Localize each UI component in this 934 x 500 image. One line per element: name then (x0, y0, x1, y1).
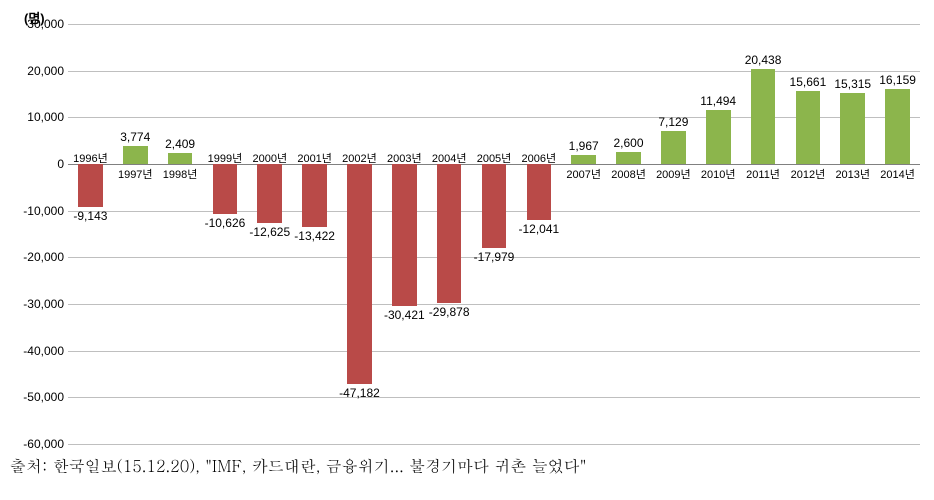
bar-chart: (명) -60,000-50,000-40,000-30,000-20,000-… (10, 10, 920, 450)
bar (616, 152, 641, 164)
category-label: 2013년 (835, 166, 870, 182)
category-label: 2014년 (880, 166, 915, 182)
data-label: -47,182 (339, 386, 380, 400)
category-label: 2002년 (342, 150, 377, 166)
category-label: 2012년 (791, 166, 826, 182)
source-text: 출처: 한국일보(15.12.20), "IMF, 카드대란, 금융위기... … (10, 454, 924, 477)
bar (392, 164, 417, 306)
y-tick-label: 30,000 (27, 17, 64, 31)
bar (78, 164, 103, 207)
category-label: 1997년 (118, 166, 153, 182)
y-tick-label: -10,000 (23, 204, 64, 218)
bar (257, 164, 282, 223)
data-label: 15,661 (790, 75, 827, 89)
bar (302, 164, 327, 227)
category-label: 2010년 (701, 166, 736, 182)
gridline (68, 444, 920, 445)
data-label: 2,409 (165, 137, 195, 151)
bar (213, 164, 238, 214)
gridline (68, 71, 920, 72)
bar (796, 91, 821, 164)
gridline (68, 397, 920, 398)
category-label: 2006년 (522, 150, 557, 166)
gridline (68, 304, 920, 305)
data-label: -30,421 (384, 308, 425, 322)
data-label: -12,625 (249, 225, 290, 239)
data-label: -13,422 (294, 229, 335, 243)
data-label: 20,438 (745, 53, 782, 67)
data-label: 2,600 (614, 136, 644, 150)
gridline (68, 24, 920, 25)
bar (571, 155, 596, 164)
data-label: -12,041 (518, 222, 559, 236)
data-label: 15,315 (834, 77, 871, 91)
data-label: 7,129 (658, 115, 688, 129)
bar (527, 164, 552, 220)
category-label: 2009년 (656, 166, 691, 182)
category-label: 2000년 (252, 150, 287, 166)
y-tick-label: -30,000 (23, 297, 64, 311)
y-tick-label: 0 (57, 157, 64, 171)
bar (706, 110, 731, 164)
bar (437, 164, 462, 303)
bar (661, 131, 686, 164)
y-tick-label: -50,000 (23, 390, 64, 404)
category-label: 2003년 (387, 150, 422, 166)
category-label: 2004년 (432, 150, 467, 166)
category-label: 2001년 (297, 150, 332, 166)
data-label: -17,979 (474, 250, 515, 264)
bar (751, 69, 776, 164)
data-label: 3,774 (120, 130, 150, 144)
data-label: -29,878 (429, 305, 470, 319)
category-label: 1999년 (208, 150, 243, 166)
data-label: 11,494 (700, 94, 736, 108)
category-label: 1998년 (163, 166, 198, 182)
data-label: -10,626 (205, 216, 246, 230)
bar (168, 153, 193, 164)
data-label: -9,143 (73, 209, 107, 223)
bar (840, 93, 865, 164)
y-tick-label: -60,000 (23, 437, 64, 451)
category-label: 2005년 (477, 150, 512, 166)
category-label: 2011년 (746, 166, 780, 182)
category-label: 2008년 (611, 166, 646, 182)
y-tick-label: 20,000 (27, 64, 64, 78)
y-axis: -60,000-50,000-40,000-30,000-20,000-10,0… (10, 24, 68, 444)
category-label: 1996년 (73, 150, 108, 166)
data-label: 16,159 (879, 73, 916, 87)
y-tick-label: -20,000 (23, 250, 64, 264)
plot-area: -9,143 1996년 3,774 1997년 2,409 1998년 -10,626 19… (68, 24, 920, 444)
category-label: 2007년 (566, 166, 601, 182)
data-label: 1,967 (569, 139, 599, 153)
y-tick-label: 10,000 (27, 110, 64, 124)
gridline (68, 117, 920, 118)
bar (885, 89, 910, 164)
y-tick-label: -40,000 (23, 344, 64, 358)
gridline (68, 351, 920, 352)
bar (123, 146, 148, 164)
bar (347, 164, 372, 384)
bar (482, 164, 507, 248)
